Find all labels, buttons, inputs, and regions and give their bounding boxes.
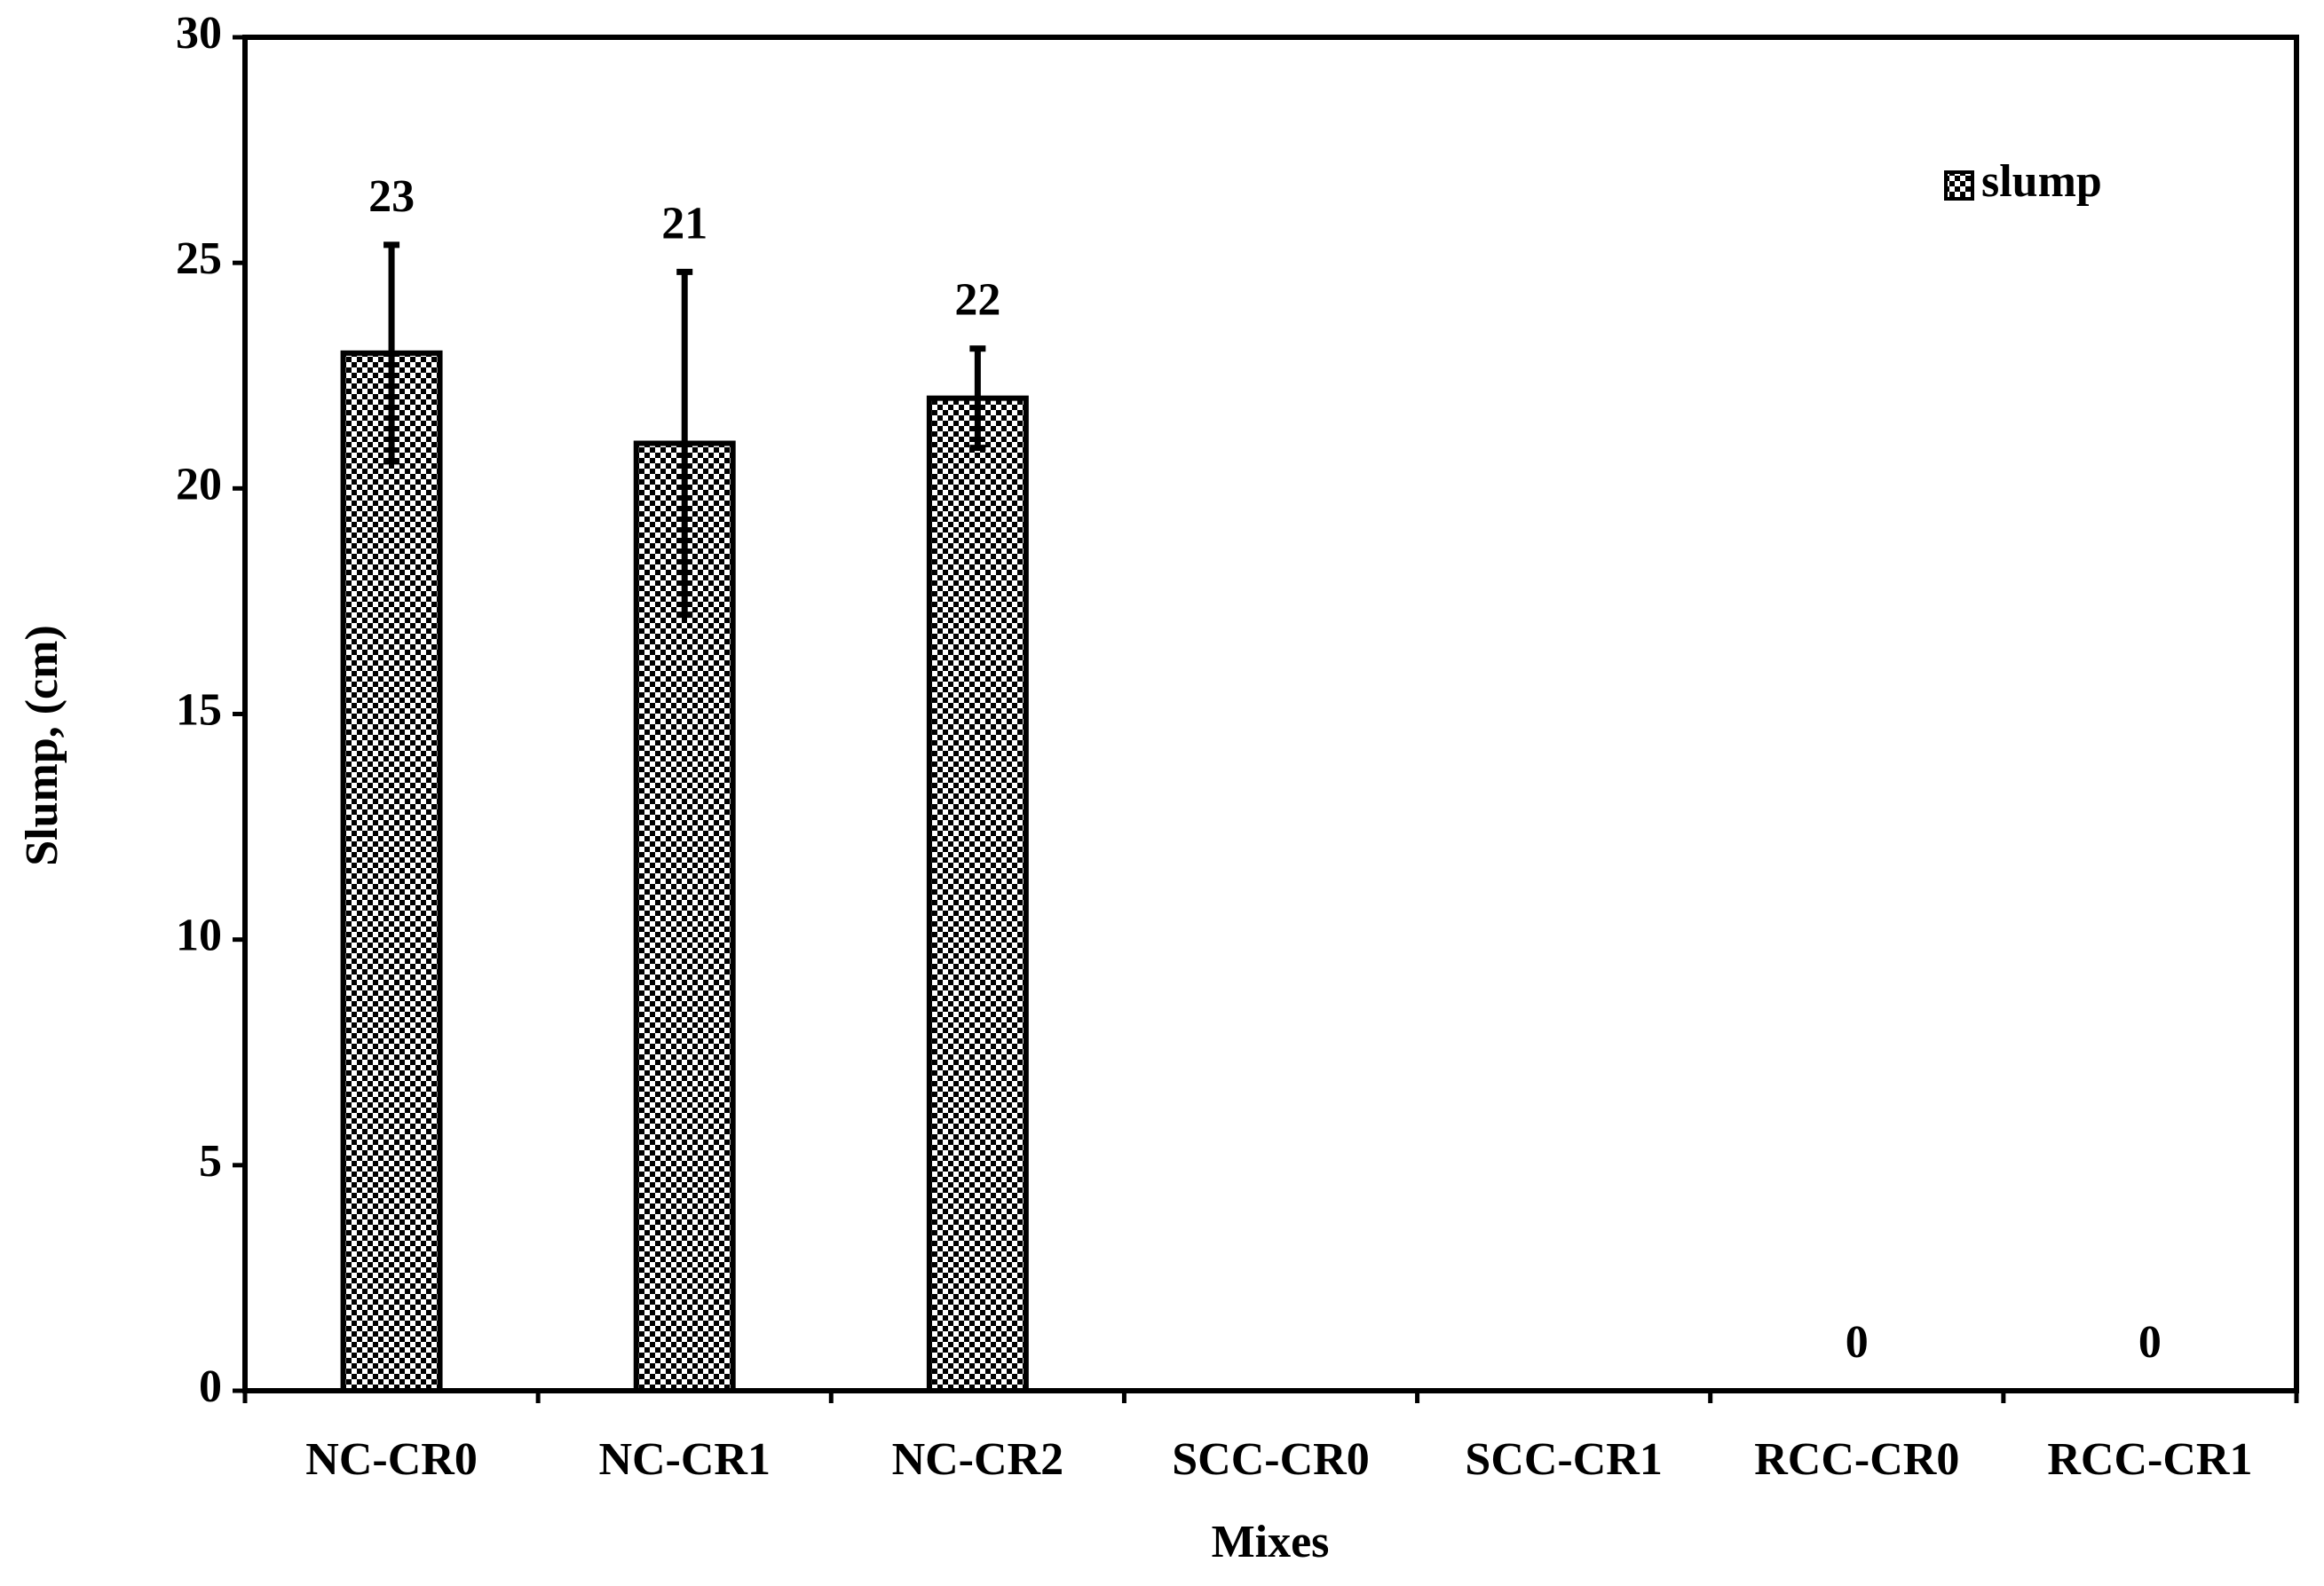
y-axis-title: Slump, (cm) xyxy=(17,625,67,866)
x-tick-label: SCC-CR0 xyxy=(1172,1434,1369,1485)
y-tick-label: 0 xyxy=(199,1361,222,1412)
data-label: 0 xyxy=(1846,1317,1869,1368)
x-tick-label: RCC-CR1 xyxy=(2047,1434,2252,1485)
error-bar xyxy=(676,268,693,619)
legend-swatch xyxy=(1944,170,1974,201)
x-tick-label: NC-CR1 xyxy=(598,1434,771,1485)
data-label: 23 xyxy=(368,171,415,222)
error-bar xyxy=(969,345,986,452)
data-label: 21 xyxy=(661,198,707,249)
y-tick-label: 10 xyxy=(176,911,222,961)
bar xyxy=(926,395,1029,1394)
error-bar xyxy=(383,241,400,465)
y-tick-label: 25 xyxy=(176,233,222,284)
x-tick-label: NC-CR2 xyxy=(892,1434,1064,1485)
y-tick-label: 15 xyxy=(176,684,222,735)
data-label: 22 xyxy=(954,275,1000,326)
y-tick-label: 30 xyxy=(176,8,222,59)
x-tick-label: NC-CR0 xyxy=(305,1434,478,1485)
legend-label: slump xyxy=(1981,156,2102,207)
bar xyxy=(340,350,443,1393)
plot-frame xyxy=(242,35,2299,1393)
x-tick-label: RCC-CR0 xyxy=(1754,1434,1959,1485)
data-label: 0 xyxy=(2138,1317,2162,1368)
y-tick-label: 5 xyxy=(199,1136,222,1187)
x-tick-label: SCC-CR1 xyxy=(1465,1434,1662,1485)
x-axis-title: Mixes xyxy=(1212,1517,1330,1567)
y-tick-label: 20 xyxy=(176,459,222,509)
